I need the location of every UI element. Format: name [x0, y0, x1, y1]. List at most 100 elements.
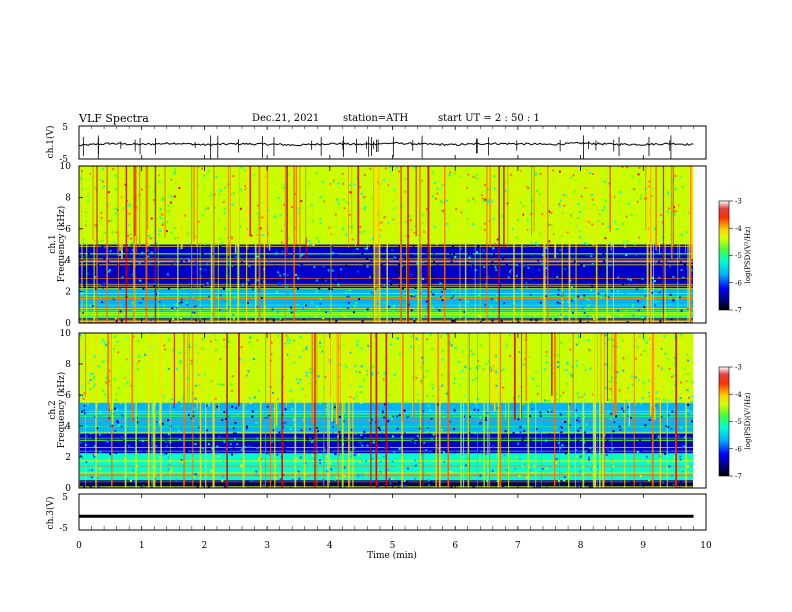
spectral-cell: [93, 372, 96, 375]
spectral-cell: [566, 464, 569, 467]
spectral-cell: [618, 389, 621, 392]
spectral-cell: [643, 305, 646, 308]
spectral-cell: [239, 225, 242, 228]
spectral-cell: [493, 187, 496, 190]
spectral-cell: [335, 254, 338, 257]
spectral-cell: [112, 336, 115, 339]
spectral-cell: [559, 446, 562, 449]
spectral-cell: [606, 447, 609, 450]
spectral-cell: [452, 319, 455, 322]
spectral-cell: [345, 233, 348, 236]
spectral-cell: [139, 169, 142, 172]
spectral-cell: [247, 370, 250, 373]
spectral-cell: [404, 190, 407, 193]
spectral-cell: [410, 273, 413, 276]
spectral-cell: [432, 433, 435, 436]
spectral-cell: [687, 359, 690, 362]
spectral-cell: [130, 242, 133, 245]
spectral-cell: [563, 481, 566, 484]
spectral-cell: [363, 207, 366, 210]
spectral-cell: [693, 311, 695, 313]
spectral-cell: [423, 471, 426, 474]
spectral-cell: [309, 464, 312, 467]
spectral-cell: [693, 312, 695, 314]
spectral-cell: [670, 389, 673, 392]
spectral-cell: [680, 426, 683, 429]
spectral-cell: [678, 435, 681, 438]
ch1-colorbar-scale: [718, 200, 730, 311]
spectral-cell: [359, 425, 362, 428]
spectral-cell: [525, 444, 528, 447]
spectral-cell: [474, 349, 477, 352]
spectral-cell: [317, 459, 320, 462]
spectral-cell: [355, 370, 358, 373]
spectral-cell: [536, 189, 539, 192]
spectral-cell: [541, 468, 544, 471]
spectral-cell: [629, 416, 632, 419]
spectral-cell: [660, 355, 663, 358]
spectral-cell: [233, 333, 236, 336]
spectral-cell: [257, 354, 260, 357]
spectral-cell: [359, 460, 362, 463]
spectral-cell: [274, 339, 277, 342]
ch2-frequency-ylabel: Frequency (kHz): [56, 372, 67, 449]
spectral-cell: [644, 294, 647, 297]
spectral-cell: [690, 400, 693, 403]
spectral-cell: [441, 483, 444, 486]
spectral-cell: [251, 415, 254, 418]
spectral-cell: [579, 426, 582, 429]
spectral-cell: [256, 274, 259, 277]
spectral-cell: [657, 365, 660, 368]
spectral-cell: [559, 313, 562, 316]
spectral-cell: [563, 413, 566, 416]
spectral-cell: [168, 338, 171, 341]
spectral-cell: [617, 340, 620, 343]
spectral-cell: [263, 349, 266, 352]
spectral-cell: [290, 311, 293, 314]
spectral-cell: [191, 206, 194, 209]
spectral-cell: [117, 424, 120, 427]
spectral-cell: [540, 215, 543, 218]
spectral-cell: [306, 366, 309, 369]
spectral-cell: [327, 269, 330, 272]
spectral-cell: [650, 444, 653, 447]
spectral-cell: [550, 418, 553, 421]
spectral-cell: [185, 167, 188, 170]
spectral-cell: [380, 264, 383, 267]
spectral-cell: [519, 431, 522, 434]
spectral-cell: [570, 214, 573, 217]
spectral-cell: [441, 201, 444, 204]
spectral-cell: [539, 232, 542, 235]
spectral-cell: [579, 230, 582, 233]
spectral-cell: [433, 251, 436, 254]
spectral-cell: [354, 432, 357, 435]
spectral-cell: [454, 288, 457, 291]
spectral-cell: [627, 387, 630, 390]
spectral-cell: [79, 454, 82, 457]
spectral-cell: [460, 216, 463, 219]
spectral-cell: [687, 403, 690, 406]
spectral-cell: [561, 481, 564, 484]
spectral-cell: [605, 333, 608, 336]
spectral-cell: [136, 368, 139, 371]
spectral-cell: [162, 388, 165, 391]
spectral-cell: [414, 442, 417, 445]
spectral-cell: [622, 241, 625, 244]
spectral-cell: [81, 255, 84, 258]
spectral-cell: [617, 208, 620, 211]
spectral-cell: [210, 435, 213, 438]
spectral-cell: [193, 249, 196, 252]
spectral-cell: [530, 241, 533, 244]
spectral-cell: [393, 450, 396, 453]
spectral-cell: [351, 429, 354, 432]
spectral-cell: [92, 364, 95, 367]
spectral-cell: [178, 186, 181, 189]
spectral-cell: [91, 369, 94, 372]
ch2-spectrogram: [79, 333, 693, 488]
spectral-cell: [256, 335, 259, 338]
spectral-cell: [391, 460, 394, 463]
spectral-cell: [458, 384, 461, 387]
spectral-cell: [401, 253, 404, 256]
spectral-cell: [167, 456, 170, 459]
spectral-cell: [571, 436, 574, 439]
